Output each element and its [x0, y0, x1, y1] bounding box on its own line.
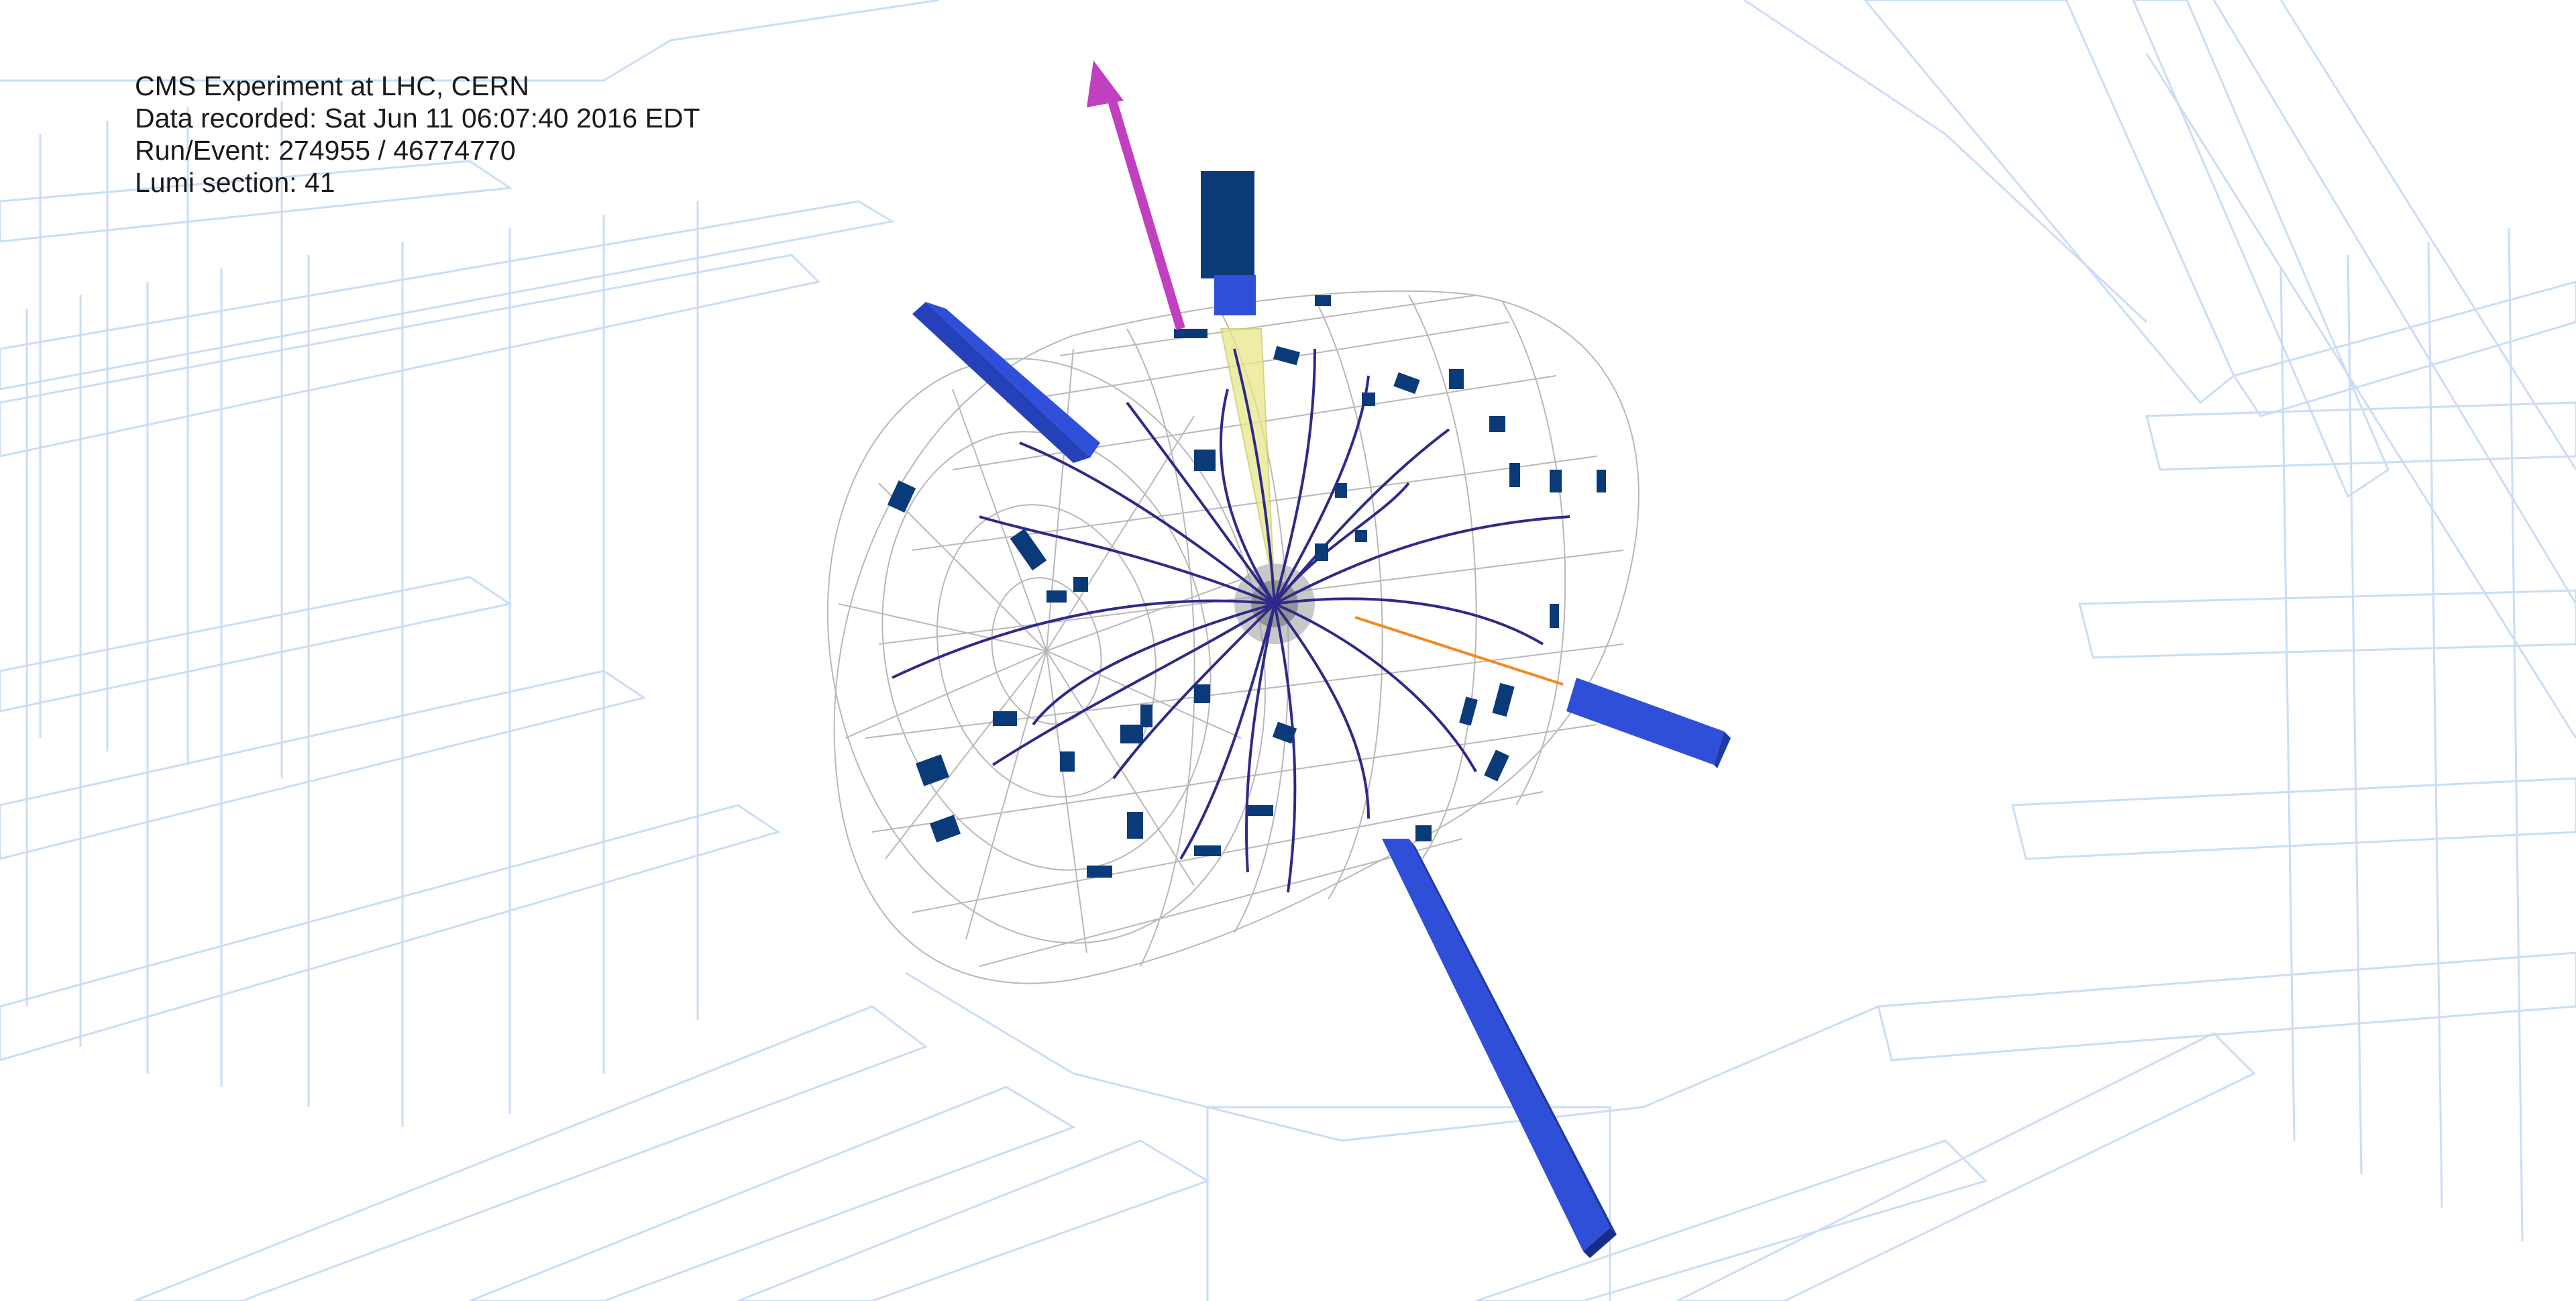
experiment-label: CMS Experiment at LHC, CERN — [135, 70, 529, 101]
electron-track — [1354, 616, 1564, 686]
jet-towers — [912, 171, 1731, 1258]
track — [1032, 603, 1275, 726]
lumi-section-label: Lumi section: 41 — [135, 167, 335, 198]
track — [1274, 515, 1570, 605]
track — [979, 515, 1275, 605]
track — [1233, 348, 1276, 605]
missing-et-arrow — [1087, 60, 1185, 331]
recorded-date-label: Data recorded: Sat Jun 11 06:07:40 2016 … — [135, 103, 700, 134]
track — [892, 599, 1275, 679]
track — [1273, 348, 1316, 605]
jet-tower-right — [1566, 678, 1724, 765]
jet-tower-top — [1201, 171, 1254, 278]
track — [1273, 603, 1370, 819]
tracks — [892, 348, 1570, 893]
track — [1245, 603, 1276, 873]
track — [1273, 603, 1297, 893]
track — [1273, 482, 1410, 605]
track — [1126, 401, 1276, 605]
jet-tower-top-left — [926, 302, 1100, 458]
event-info-overlay: CMS Experiment at LHC, CERN Data recorde… — [135, 70, 700, 199]
jet-tower-bottom — [1382, 839, 1610, 1251]
calorimeter-hits — [887, 295, 1606, 878]
track — [1112, 603, 1276, 780]
jet-cone — [1220, 328, 1275, 591]
track — [1274, 603, 1477, 772]
tracker-barrel — [826, 290, 1640, 984]
track — [1274, 597, 1544, 645]
track — [1019, 441, 1276, 605]
track — [1179, 603, 1276, 860]
run-event-label: Run/Event: 274955 / 46774770 — [135, 135, 516, 166]
track — [1219, 388, 1276, 605]
track — [991, 603, 1276, 766]
